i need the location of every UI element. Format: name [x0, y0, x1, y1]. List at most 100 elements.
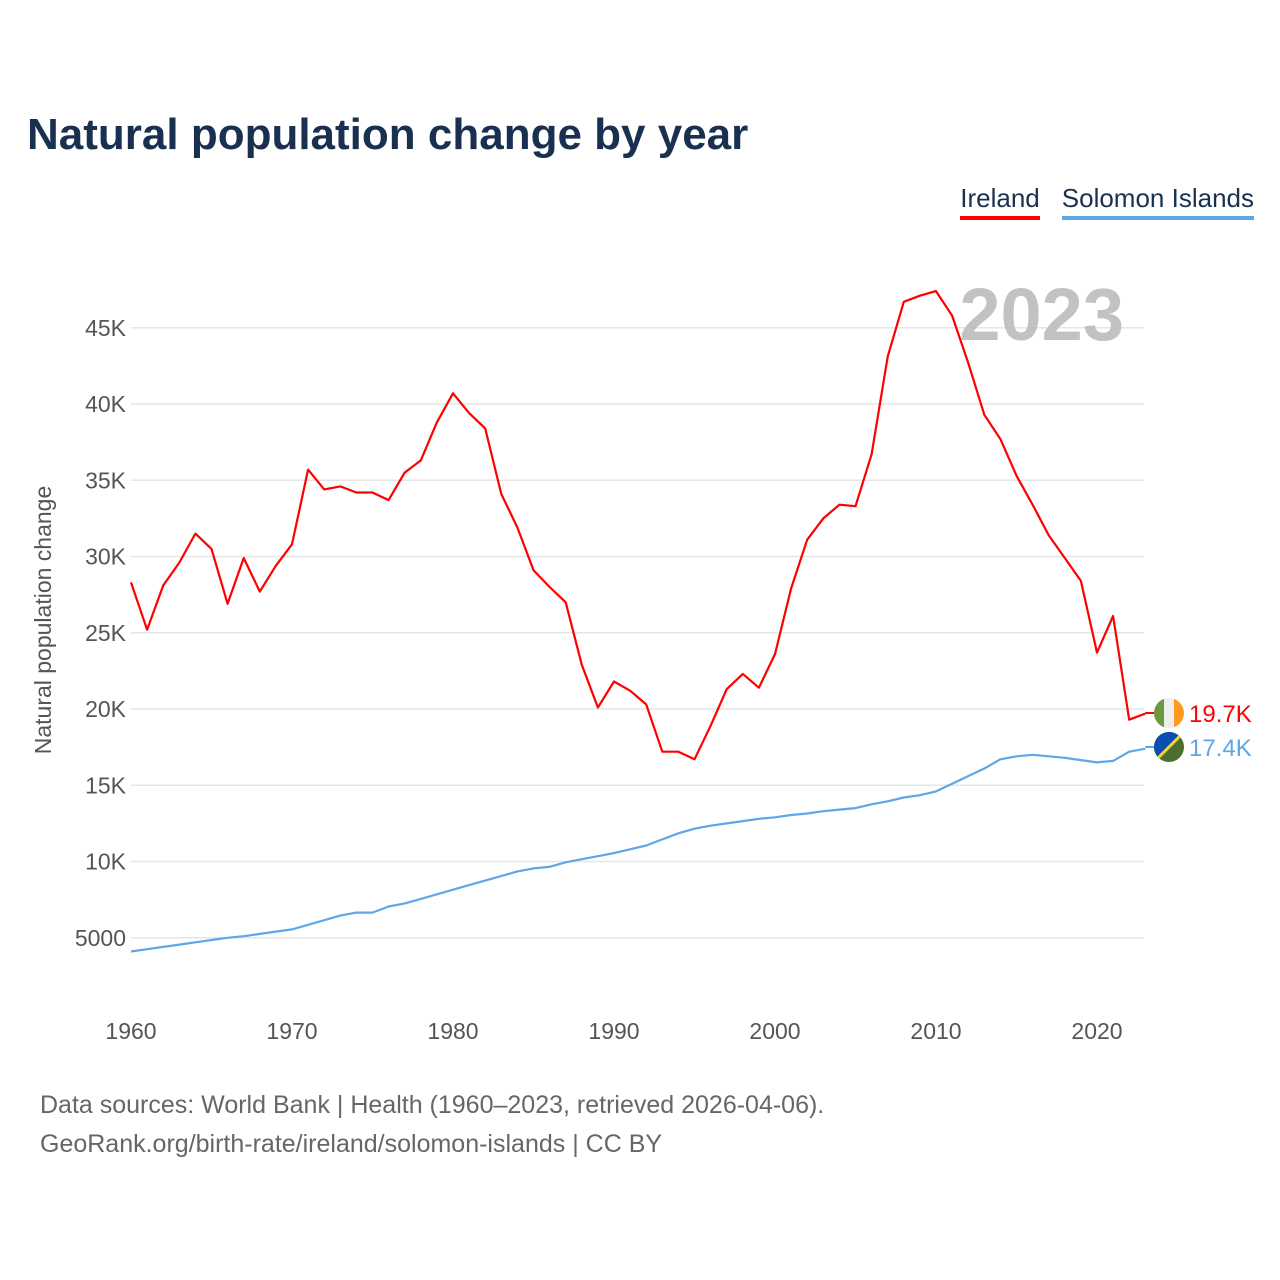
data-point[interactable]: [981, 412, 987, 418]
data-point[interactable]: [595, 704, 601, 710]
data-point[interactable]: [901, 299, 907, 305]
data-point[interactable]: [804, 537, 810, 543]
data-point[interactable]: [756, 816, 762, 822]
data-point[interactable]: [209, 546, 215, 552]
data-point[interactable]: [370, 489, 376, 495]
data-point[interactable]: [209, 937, 215, 943]
data-point[interactable]: [402, 470, 408, 476]
data-point[interactable]: [708, 823, 714, 829]
data-point[interactable]: [965, 360, 971, 366]
data-point[interactable]: [192, 531, 198, 537]
data-point[interactable]: [547, 584, 553, 590]
data-point[interactable]: [176, 942, 182, 948]
data-point[interactable]: [370, 910, 376, 916]
data-point[interactable]: [225, 935, 231, 941]
data-point[interactable]: [1062, 755, 1068, 761]
data-point[interactable]: [659, 749, 665, 755]
data-point[interactable]: [563, 599, 569, 605]
data-point[interactable]: [579, 856, 585, 862]
data-point[interactable]: [498, 873, 504, 879]
data-point[interactable]: [981, 765, 987, 771]
data-point[interactable]: [225, 601, 231, 607]
data-point[interactable]: [563, 859, 569, 865]
legend-solomon-islands[interactable]: Solomon Islands: [1061, 183, 1254, 220]
data-point[interactable]: [305, 467, 311, 473]
data-point[interactable]: [836, 502, 842, 508]
data-point[interactable]: [1078, 578, 1084, 584]
data-point[interactable]: [128, 579, 134, 585]
data-point[interactable]: [885, 354, 891, 360]
data-point[interactable]: [836, 807, 842, 813]
data-point[interactable]: [241, 933, 247, 939]
data-point[interactable]: [128, 948, 134, 954]
data-point[interactable]: [997, 436, 1003, 442]
data-point[interactable]: [1094, 759, 1100, 765]
data-point[interactable]: [595, 853, 601, 859]
data-point[interactable]: [289, 926, 295, 932]
data-point[interactable]: [273, 563, 279, 569]
data-point[interactable]: [418, 457, 424, 463]
data-point[interactable]: [772, 651, 778, 657]
data-point[interactable]: [724, 686, 730, 692]
data-point[interactable]: [1046, 753, 1052, 759]
data-point[interactable]: [611, 850, 617, 856]
data-point[interactable]: [176, 560, 182, 566]
data-point[interactable]: [482, 878, 488, 884]
data-point[interactable]: [144, 627, 150, 633]
data-point[interactable]: [1014, 473, 1020, 479]
data-point[interactable]: [949, 781, 955, 787]
data-point[interactable]: [1126, 717, 1132, 723]
data-point[interactable]: [611, 679, 617, 685]
data-point[interactable]: [627, 688, 633, 694]
data-point[interactable]: [192, 939, 198, 945]
data-point[interactable]: [1094, 650, 1100, 656]
data-point[interactable]: [627, 846, 633, 852]
data-point[interactable]: [482, 425, 488, 431]
data-point[interactable]: [531, 567, 537, 573]
data-point[interactable]: [386, 903, 392, 909]
data-point[interactable]: [579, 662, 585, 668]
data-point[interactable]: [740, 818, 746, 824]
data-point[interactable]: [885, 798, 891, 804]
data-point[interactable]: [514, 525, 520, 531]
data-point[interactable]: [434, 419, 440, 425]
data-point[interactable]: [1030, 502, 1036, 508]
data-point[interactable]: [756, 685, 762, 691]
data-point[interactable]: [917, 293, 923, 299]
data-point[interactable]: [901, 794, 907, 800]
data-point[interactable]: [1110, 758, 1116, 764]
legend-ireland[interactable]: Ireland: [960, 183, 1040, 220]
data-point[interactable]: [321, 486, 327, 492]
data-point[interactable]: [692, 826, 698, 832]
data-point[interactable]: [321, 917, 327, 923]
data-point[interactable]: [273, 929, 279, 935]
data-point[interactable]: [772, 814, 778, 820]
data-point[interactable]: [1030, 752, 1036, 758]
data-point[interactable]: [257, 931, 263, 937]
source-link[interactable]: GeoRank.org/birth-rate/ireland/solomon-i…: [40, 1130, 663, 1158]
data-point[interactable]: [643, 701, 649, 707]
data-point[interactable]: [853, 503, 859, 509]
data-point[interactable]: [1110, 613, 1116, 619]
data-point[interactable]: [434, 891, 440, 897]
data-point[interactable]: [965, 773, 971, 779]
data-point[interactable]: [820, 515, 826, 521]
series-line-solomon-islands[interactable]: [130, 747, 1146, 953]
data-point[interactable]: [353, 489, 359, 495]
series-line-ireland[interactable]: [129, 290, 1146, 761]
data-point[interactable]: [498, 491, 504, 497]
data-point[interactable]: [724, 820, 730, 826]
data-point[interactable]: [869, 801, 875, 807]
data-point[interactable]: [1126, 749, 1132, 755]
data-point[interactable]: [450, 390, 456, 396]
data-point[interactable]: [514, 868, 520, 874]
data-point[interactable]: [917, 792, 923, 798]
data-point[interactable]: [160, 582, 166, 588]
data-point[interactable]: [1046, 532, 1052, 538]
data-point[interactable]: [933, 788, 939, 794]
data-point[interactable]: [305, 922, 311, 928]
data-point[interactable]: [933, 288, 939, 294]
data-point[interactable]: [788, 586, 794, 592]
data-point[interactable]: [708, 723, 714, 729]
data-point[interactable]: [1014, 753, 1020, 759]
